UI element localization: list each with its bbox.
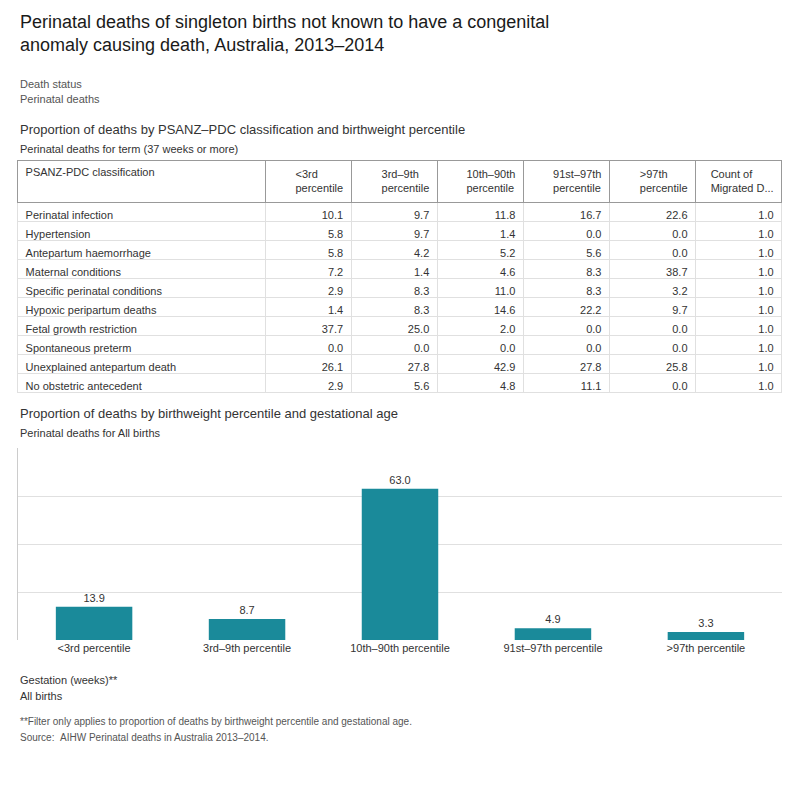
svg-text:0.0: 0.0 (586, 228, 601, 240)
svg-text:4.9: 4.9 (545, 613, 560, 625)
svg-text:Fetal growth restriction: Fetal growth restriction (26, 323, 137, 335)
svg-text:1.0: 1.0 (758, 285, 773, 297)
svg-text:Perinatal deaths: Perinatal deaths (20, 93, 100, 105)
svg-text:10th–90th percentile: 10th–90th percentile (350, 642, 450, 654)
svg-text:<3rd percentile: <3rd percentile (58, 642, 131, 654)
svg-text:0.0: 0.0 (672, 342, 687, 354)
svg-text:3rd–9thpercentile: 3rd–9thpercentile (382, 168, 430, 194)
svg-text:Perinatal infection: Perinatal infection (26, 209, 113, 221)
svg-text:0.0: 0.0 (672, 323, 687, 335)
svg-text:0.0: 0.0 (672, 380, 687, 392)
svg-text:1.4: 1.4 (500, 228, 515, 240)
svg-text:5.6: 5.6 (586, 247, 601, 259)
svg-text:Perinatal deaths of singleton: Perinatal deaths of singleton births not… (20, 12, 549, 55)
svg-text:5.6: 5.6 (414, 380, 429, 392)
svg-text:No obstetric antecedent: No obstetric antecedent (26, 380, 142, 392)
svg-text:10th–90thpercentile: 10th–90thpercentile (466, 168, 515, 194)
svg-text:2.0: 2.0 (500, 323, 515, 335)
svg-text:3rd–9th percentile: 3rd–9th percentile (203, 642, 291, 654)
svg-text:1.4: 1.4 (328, 304, 343, 316)
svg-text:Perinatal deaths for All birth: Perinatal deaths for All births (20, 427, 161, 439)
svg-text:22.6: 22.6 (666, 209, 687, 221)
svg-text:Gestation (weeks)**: Gestation (weeks)** (20, 674, 118, 686)
svg-text:14.6: 14.6 (494, 304, 515, 316)
svg-text:3.2: 3.2 (672, 285, 687, 297)
svg-text:Death status: Death status (20, 78, 82, 90)
svg-text:8.3: 8.3 (414, 285, 429, 297)
svg-text:1.0: 1.0 (758, 361, 773, 373)
svg-text:10.1: 10.1 (322, 209, 343, 221)
svg-text:5.8: 5.8 (328, 228, 343, 240)
svg-text:91st–97thpercentile: 91st–97thpercentile (553, 168, 601, 194)
svg-text:25.8: 25.8 (666, 361, 687, 373)
svg-text:7.2: 7.2 (328, 266, 343, 278)
svg-text:1.0: 1.0 (758, 247, 773, 259)
svg-text:8.7: 8.7 (239, 604, 254, 616)
svg-text:0.0: 0.0 (672, 247, 687, 259)
svg-text:**Filter only applies to propo: **Filter only applies to proportion of d… (20, 716, 412, 727)
svg-text:Proportion of deaths by birthw: Proportion of deaths by birthweight perc… (20, 406, 398, 421)
svg-text:0.0: 0.0 (586, 342, 601, 354)
svg-text:16.7: 16.7 (580, 209, 601, 221)
svg-text:4.2: 4.2 (414, 247, 429, 259)
svg-text:1.0: 1.0 (758, 323, 773, 335)
svg-text:11.8: 11.8 (495, 209, 516, 221)
svg-text:5.8: 5.8 (328, 247, 343, 259)
svg-text:2.9: 2.9 (328, 380, 343, 392)
svg-text:4.8: 4.8 (500, 380, 515, 392)
svg-text:3.3: 3.3 (698, 617, 713, 629)
svg-text:Spontaneous preterm: Spontaneous preterm (26, 342, 132, 354)
svg-text:5.2: 5.2 (500, 247, 515, 259)
svg-text:1.0: 1.0 (758, 342, 773, 354)
svg-text:11.0: 11.0 (495, 285, 516, 297)
svg-text:9.7: 9.7 (414, 209, 429, 221)
svg-text:42.9: 42.9 (494, 361, 515, 373)
svg-text:91st–97th percentile: 91st–97th percentile (503, 642, 602, 654)
svg-text:63.0: 63.0 (389, 474, 410, 486)
svg-text:1.0: 1.0 (758, 304, 773, 316)
svg-text:Source: AIHW Perinatal deaths: Source: AIHW Perinatal deaths in Austral… (20, 732, 268, 743)
svg-text:>97thpercentile: >97thpercentile (640, 168, 688, 194)
svg-text:11.1: 11.1 (581, 380, 602, 392)
svg-text:38.7: 38.7 (666, 266, 687, 278)
svg-text:1.0: 1.0 (758, 228, 773, 240)
svg-text:0.0: 0.0 (586, 323, 601, 335)
svg-text:8.3: 8.3 (586, 285, 601, 297)
svg-text:8.3: 8.3 (414, 304, 429, 316)
svg-text:9.7: 9.7 (672, 304, 687, 316)
svg-text:0.0: 0.0 (414, 342, 429, 354)
svg-text:<3rdpercentile: <3rdpercentile (295, 168, 343, 194)
svg-text:4.6: 4.6 (500, 266, 515, 278)
svg-text:37.7: 37.7 (322, 323, 343, 335)
svg-text:All births: All births (20, 690, 63, 702)
svg-text:27.8: 27.8 (580, 361, 601, 373)
svg-text:Unexplained antepartum death: Unexplained antepartum death (26, 361, 176, 373)
svg-text:Specific perinatal conditions: Specific perinatal conditions (26, 285, 163, 297)
svg-text:9.7: 9.7 (414, 228, 429, 240)
svg-text:Count ofMigrated D...: Count ofMigrated D... (711, 168, 774, 194)
svg-text:22.2: 22.2 (580, 304, 601, 316)
svg-text:8.3: 8.3 (586, 266, 601, 278)
svg-text:0.0: 0.0 (500, 342, 515, 354)
svg-text:PSANZ-PDC classification: PSANZ-PDC classification (26, 166, 155, 178)
svg-text:Antepartum haemorrhage: Antepartum haemorrhage (26, 247, 151, 259)
svg-text:1.0: 1.0 (758, 209, 773, 221)
svg-text:26.1: 26.1 (322, 361, 343, 373)
svg-text:1.4: 1.4 (414, 266, 429, 278)
svg-text:Perinatal deaths for term (37: Perinatal deaths for term (37 weeks or m… (20, 143, 238, 155)
svg-text:25.0: 25.0 (408, 323, 429, 335)
svg-text:1.0: 1.0 (758, 380, 773, 392)
svg-text:>97th percentile: >97th percentile (667, 642, 746, 654)
svg-text:0.0: 0.0 (328, 342, 343, 354)
svg-text:Hypoxic peripartum deaths: Hypoxic peripartum deaths (26, 304, 157, 316)
svg-text:Maternal conditions: Maternal conditions (26, 266, 122, 278)
svg-text:27.8: 27.8 (408, 361, 429, 373)
svg-text:Hypertension: Hypertension (26, 228, 91, 240)
svg-text:2.9: 2.9 (328, 285, 343, 297)
svg-text:1.0: 1.0 (758, 266, 773, 278)
svg-text:0.0: 0.0 (672, 228, 687, 240)
svg-text:13.9: 13.9 (83, 592, 104, 604)
svg-text:Proportion of deaths by PSANZ–: Proportion of deaths by PSANZ–PDC classi… (20, 122, 465, 137)
